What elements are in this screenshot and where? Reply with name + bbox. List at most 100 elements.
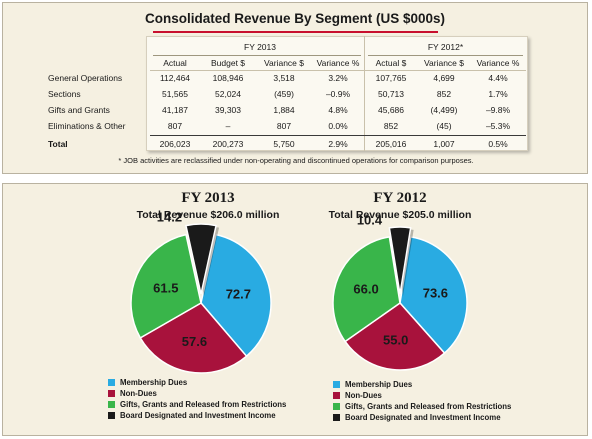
- table-cell: 52,024: [215, 89, 241, 99]
- legend-label: Non-Dues: [345, 391, 382, 400]
- pie-subtitle-fy2013: Total Revenue $206.0 million: [136, 209, 280, 221]
- legend-swatch: [108, 379, 115, 386]
- row-label: Total: [48, 139, 68, 149]
- legend-fy2012: Membership Dues Non-Dues Gifts, Grants a…: [333, 379, 511, 423]
- table-cell: 39,303: [215, 105, 241, 115]
- pie-slice-board: [388, 226, 412, 295]
- table-cell: 3,518: [273, 73, 295, 83]
- pie-value-label: 55.0: [383, 333, 408, 348]
- col-header: Variance %: [476, 58, 520, 68]
- table-cell: 1,007: [433, 139, 455, 149]
- col-header: Variance %: [316, 58, 360, 68]
- pie-value-label: 72.7: [226, 287, 251, 302]
- table-cell: 51,565: [162, 89, 188, 99]
- legend-label: Gifts, Grants and Released from Restrict…: [120, 400, 287, 409]
- table-cell: 112,464: [159, 73, 191, 83]
- legend-swatch: [333, 414, 340, 421]
- row-label: Gifts and Grants: [48, 105, 110, 115]
- legend-label: Non-Dues: [120, 389, 157, 398]
- col-header: Variance $: [263, 58, 304, 68]
- group-rule-fy2013: [153, 55, 361, 56]
- legend-item-membership: Membership Dues: [333, 379, 511, 390]
- table-cell: –: [225, 121, 231, 131]
- legend-label: Board Designated and Investment Income: [345, 413, 501, 422]
- table-cell: (459): [274, 89, 294, 99]
- table-cell: 0.0%: [328, 121, 348, 131]
- pie-subtitle-fy2012: Total Revenue $205.0 million: [328, 209, 472, 221]
- pie-value-label: 14.2: [157, 210, 182, 225]
- legend-item-non-dues: Non-Dues: [333, 390, 511, 401]
- table-cell: 1,884: [273, 105, 295, 115]
- legend-label: Gifts, Grants and Released from Restrict…: [345, 402, 512, 411]
- legend-item-membership: Membership Dues: [108, 377, 286, 388]
- legend-item-gifts: Gifts, Grants and Released from Restrict…: [333, 401, 511, 412]
- pie-slice-membership: [200, 233, 272, 358]
- pie-slice-board: [185, 223, 217, 295]
- table-cell: 50,713: [378, 89, 404, 99]
- table-cell: 107,765: [375, 73, 407, 83]
- table-cell: 2.9%: [328, 139, 348, 149]
- legend-item-gifts: Gifts, Grants and Released from Restrict…: [108, 399, 286, 410]
- pie-charts-panel: [2, 183, 588, 436]
- table-cell: –0.9%: [325, 89, 351, 99]
- legend-item-board: Board Designated and Investment Income: [108, 410, 286, 421]
- table-cell: 45,686: [378, 105, 404, 115]
- table-cell: 4.8%: [328, 105, 348, 115]
- total-rule: [150, 135, 526, 136]
- table-cell: 852: [436, 89, 452, 99]
- table-cell: 205,016: [375, 139, 407, 149]
- legend-item-non-dues: Non-Dues: [108, 388, 286, 399]
- table-footnote: * JOB activities are reclassified under …: [118, 156, 474, 165]
- legend-swatch: [333, 381, 340, 388]
- legend-label: Board Designated and Investment Income: [120, 411, 276, 420]
- pie-slice-gifts: [332, 235, 401, 343]
- pie-slice-membership: [399, 235, 468, 355]
- table-title: Consolidated Revenue By Segment (US $000…: [144, 11, 446, 26]
- row-label: Sections: [48, 89, 81, 99]
- table-cell: –5.3%: [485, 121, 511, 131]
- pie-value-label: 10.4: [357, 212, 383, 227]
- group-rule-fy2012: [368, 55, 523, 56]
- pie-slice-non-dues: [139, 302, 248, 374]
- table-cell: 852: [383, 121, 399, 131]
- table-cell: 4,699: [433, 73, 455, 83]
- header-rule: [150, 70, 526, 71]
- legend-swatch: [108, 401, 115, 408]
- table-cell: (45): [436, 121, 452, 131]
- col-header: Budget $: [210, 58, 246, 68]
- legend-item-board: Board Designated and Investment Income: [333, 412, 511, 423]
- legend-swatch: [333, 392, 340, 399]
- pie-title-fy2013: FY 2013: [181, 190, 235, 206]
- pie-title-fy2012: FY 2012: [373, 190, 427, 206]
- legend-swatch: [108, 412, 115, 419]
- table-cell: 206,023: [159, 139, 191, 149]
- group-header-fy2013: FY 2013: [244, 42, 276, 52]
- table-cell: 807: [167, 121, 183, 131]
- table-cell: 807: [276, 121, 292, 131]
- legend-label: Membership Dues: [120, 378, 188, 387]
- table-cell: 1.7%: [488, 89, 508, 99]
- col-header: Variance $: [423, 58, 464, 68]
- table-cell: –9.8%: [485, 105, 511, 115]
- col-header: Actual: [163, 58, 187, 68]
- table-cell: 3.2%: [328, 73, 348, 83]
- pie-slice-gifts: [130, 233, 202, 339]
- table-cell: 200,273: [212, 139, 244, 149]
- legend-fy2013: Membership Dues Non-Dues Gifts, Grants a…: [108, 377, 286, 421]
- legend-swatch: [108, 390, 115, 397]
- pie-value-label: 57.6: [182, 334, 207, 349]
- table-cell: 41,187: [162, 105, 188, 115]
- table-cell: 4.4%: [488, 73, 508, 83]
- group-header-fy2012: FY 2012*: [427, 42, 464, 52]
- pie-slice-non-dues: [344, 302, 446, 371]
- pie-value-label: 73.6: [423, 286, 448, 301]
- title-underline: [153, 31, 438, 33]
- table-cell: 5,750: [273, 139, 295, 149]
- fy-divider: [364, 36, 365, 151]
- pie-value-label: 66.0: [353, 282, 378, 297]
- legend-label: Membership Dues: [345, 380, 413, 389]
- table-cell: 108,946: [212, 73, 244, 83]
- pie-value-label: 61.5: [153, 280, 178, 295]
